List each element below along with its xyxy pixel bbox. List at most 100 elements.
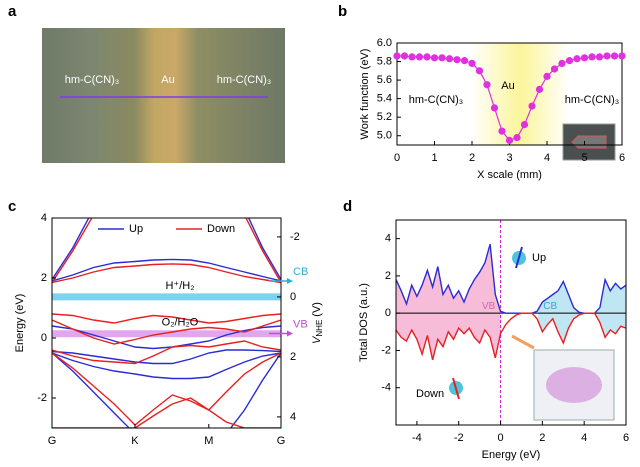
- data-point: [535, 85, 544, 93]
- x-tick-label: 0: [497, 432, 503, 444]
- data-point: [558, 59, 566, 67]
- y-tick-label: -2: [381, 344, 391, 356]
- x-tick-label: 4: [544, 152, 550, 164]
- y-tick-label: 5.8: [377, 55, 392, 67]
- x-tick-label: G: [48, 435, 57, 447]
- x-tick-label: G: [277, 435, 286, 447]
- y-tick-label: 5.0: [377, 130, 392, 142]
- y-axis-label: Total DOS (a.u.): [358, 283, 370, 362]
- y-tick-label: -4: [381, 382, 391, 394]
- x-tick-label: 2: [469, 152, 475, 164]
- data-point: [408, 53, 416, 61]
- x-tick-label: 3: [506, 152, 512, 164]
- band-line: [52, 218, 281, 280]
- region-label: Au: [501, 80, 514, 92]
- data-point: [468, 59, 476, 67]
- band-line: [52, 349, 281, 365]
- plot-frame: [395, 219, 627, 426]
- y-axis-label: Work function (eV): [359, 49, 371, 140]
- data-point: [573, 55, 581, 63]
- panel-label: b: [338, 3, 347, 20]
- dos-line: [396, 312, 626, 360]
- edge-label: CB: [293, 266, 308, 278]
- edge-arrowhead: [287, 278, 293, 284]
- y2-label-main: V: [311, 335, 323, 344]
- band-line: [52, 352, 281, 380]
- dos-fill: [396, 244, 501, 314]
- band-line: [52, 340, 281, 365]
- band-line: [52, 352, 281, 428]
- data-point: [415, 53, 424, 61]
- spin-label: Up: [532, 252, 546, 264]
- y-tick-label: 0: [385, 307, 391, 319]
- data-point: [603, 52, 611, 60]
- y2-tick-label: 4: [290, 411, 296, 423]
- region-label: hm-C(CN)₃: [409, 94, 464, 106]
- dos-fill: [396, 313, 501, 360]
- y2-axis-label: VNHE (V): [311, 302, 324, 344]
- structure-density: [546, 367, 602, 403]
- edge-arrowhead: [287, 330, 293, 337]
- data-point: [393, 52, 401, 60]
- up-spin-icon: [512, 246, 526, 269]
- y-tick-label: -2: [37, 392, 47, 404]
- x-tick-label: M: [204, 435, 213, 447]
- data-point: [550, 65, 559, 73]
- y2-label-sub: NHE: [315, 320, 324, 337]
- x-tick-label: 2: [539, 432, 545, 444]
- legend-label: Up: [129, 223, 143, 235]
- region-label: hm-C(CN)₃: [565, 94, 620, 106]
- y-axis-label: Energy (eV): [14, 294, 26, 353]
- y-tick-label: 0: [41, 332, 47, 344]
- edge-label: VB: [293, 318, 308, 330]
- level-label: H⁺/H₂: [165, 280, 194, 292]
- data-point: [580, 54, 589, 62]
- x-axis-label: Energy (eV): [482, 449, 541, 461]
- data-point: [543, 72, 551, 80]
- data-point: [423, 53, 431, 61]
- dos-area: [396, 220, 626, 425]
- x-tick-label: -2: [454, 432, 464, 444]
- data-point: [505, 136, 514, 144]
- region-label: Au: [161, 74, 174, 86]
- data-point: [528, 102, 536, 110]
- data-point: [610, 52, 619, 60]
- region-label: VB: [482, 301, 496, 312]
- x-tick-label: 1: [431, 152, 437, 164]
- data-point: [475, 67, 484, 75]
- data-point: [588, 53, 596, 61]
- x-tick-label: -4: [412, 432, 422, 444]
- plot-frame: [51, 217, 282, 429]
- x-tick-label: 6: [619, 152, 625, 164]
- y-tick-label: 2: [385, 270, 391, 282]
- y2-tick-label: 0: [290, 291, 296, 303]
- y-tick-label: 5.4: [377, 93, 392, 105]
- legend-label: Down: [207, 223, 235, 235]
- micrograph: [42, 28, 285, 163]
- data-point: [483, 81, 491, 89]
- y-tick-label: 4: [41, 212, 47, 224]
- y-tick-label: 2: [41, 272, 47, 284]
- band-area: [52, 218, 281, 428]
- inset-probe: [571, 135, 607, 149]
- x-tick-label: K: [131, 435, 139, 447]
- region-label: hm-C(CN)₃: [65, 74, 120, 86]
- down-spin-icon: [449, 377, 463, 400]
- region-label: hm-C(CN)₃: [217, 74, 272, 86]
- y-tick-label: 4: [385, 233, 391, 245]
- data-point: [445, 55, 454, 63]
- y2-tick-label: 2: [290, 351, 296, 363]
- x-tick-label: 6: [623, 432, 629, 444]
- y-tick-label: 5.2: [377, 111, 392, 123]
- region-label: CB: [543, 301, 557, 312]
- y-tick-label: 5.6: [377, 74, 392, 86]
- au-highlight: [470, 43, 570, 145]
- data-point: [400, 52, 409, 60]
- pointer-arrow: [511, 334, 535, 350]
- data-point: [453, 56, 461, 64]
- x-tick-label: 5: [581, 152, 587, 164]
- data-point: [565, 57, 574, 65]
- x-axis-label: X scale (mm): [477, 169, 542, 181]
- panel-label: c: [8, 198, 16, 215]
